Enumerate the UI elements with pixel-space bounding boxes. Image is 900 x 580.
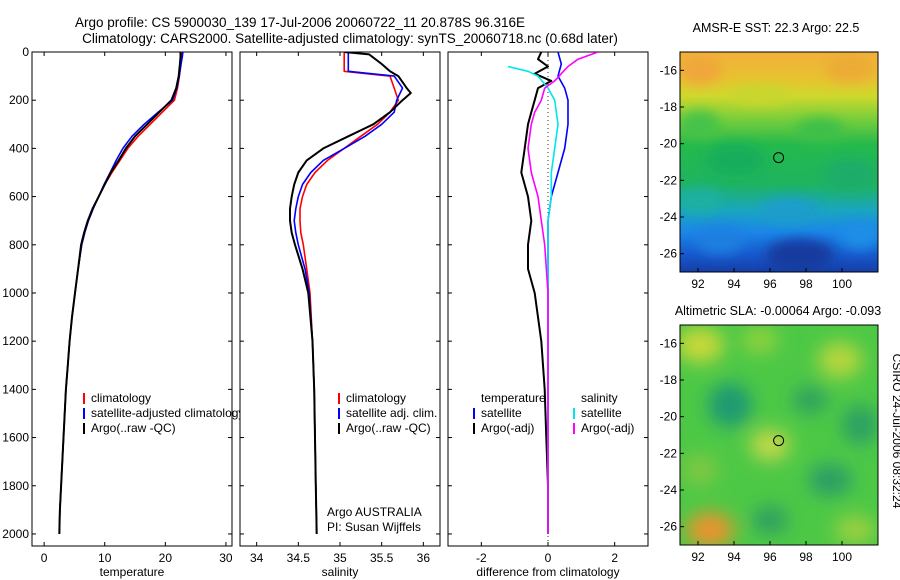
y-tick-label: 600 bbox=[9, 190, 29, 204]
map-y-tick-label: -26 bbox=[660, 520, 678, 534]
map-x-tick-label: 100 bbox=[832, 277, 852, 291]
map-x-tick-label: 92 bbox=[691, 550, 705, 564]
y-tick-label: 1400 bbox=[2, 382, 29, 396]
figure-title-line1: Argo profile: CS 5900030_139 17-Jul-2006… bbox=[75, 15, 525, 30]
temperature-series-2 bbox=[58, 52, 182, 535]
map-y-tick-label: -22 bbox=[660, 173, 678, 187]
temperature-legend-label: Argo(..raw -QC) bbox=[91, 421, 176, 435]
difference-legend-label: temperature bbox=[481, 391, 546, 405]
float-info-annotation: PI: Susan Wijffels bbox=[327, 520, 421, 534]
salinity-plot-frame bbox=[239, 51, 441, 547]
sst-argo-location-marker bbox=[773, 152, 785, 164]
sst-map-title: AMSR-E SST: 22.3 Argo: 22.5 bbox=[693, 21, 860, 35]
x-tick-label: 0 bbox=[545, 551, 552, 565]
x-tick-label: 34 bbox=[250, 551, 264, 565]
salinity-legend-label: Argo(..raw -QC) bbox=[346, 421, 431, 435]
map-y-tick-label: -22 bbox=[660, 446, 678, 460]
y-tick-label: 800 bbox=[9, 238, 29, 252]
temperature-legend-label: climatology bbox=[91, 391, 151, 405]
difference-legend-label: satellite bbox=[581, 406, 622, 420]
difference-legend-label: salinity bbox=[581, 391, 618, 405]
difference-series-2 bbox=[507, 65, 559, 534]
x-tick-label: 35 bbox=[333, 551, 347, 565]
y-tick-label: 1200 bbox=[2, 334, 29, 348]
temperature-plot-frame bbox=[31, 51, 233, 547]
y-tick-label: 200 bbox=[9, 93, 29, 107]
creation-stamp: CSIRO 24-Jul-2006 08:32:24 bbox=[890, 354, 900, 509]
map-y-tick-label: -26 bbox=[660, 247, 678, 261]
salinity-legend-label: satellite adj. clim. bbox=[346, 406, 437, 420]
salinity-legend-label: climatology bbox=[346, 391, 406, 405]
map-x-tick-label: 96 bbox=[763, 550, 777, 564]
map-y-tick-label: -18 bbox=[660, 373, 678, 387]
map-y-tick-label: -24 bbox=[660, 210, 678, 224]
x-tick-label: 36 bbox=[417, 551, 431, 565]
map-y-tick-label: -20 bbox=[660, 137, 678, 151]
map-x-tick-label: 98 bbox=[799, 550, 813, 564]
x-tick-label: 0 bbox=[41, 551, 48, 565]
sla-argo-location-marker bbox=[773, 435, 785, 447]
sla-map-title: Altimetric SLA: -0.00064 Argo: -0.093 bbox=[675, 304, 881, 318]
map-x-tick-label: 92 bbox=[691, 277, 705, 291]
y-tick-label: 1000 bbox=[2, 286, 29, 300]
temperature-legend-label: satellite-adjusted climatology bbox=[91, 406, 244, 420]
x-tick-label: 35.5 bbox=[370, 551, 394, 565]
x-tick-label: 20 bbox=[159, 551, 173, 565]
x-tick-label: -2 bbox=[476, 551, 487, 565]
temperature-profile-panel: 0 200 400 600 800 1000 1200 1400 1600 1800 2000 0 10… bbox=[2, 45, 244, 579]
sst-map-panel: AMSR-E SST: 22.3 Argo: 22.5 bbox=[679, 21, 879, 273]
sst-map-texture bbox=[680, 54, 878, 271]
y-tick-label: 2000 bbox=[2, 527, 29, 541]
salinity-profile-panel: 34 34.5 35 35.5 36 salinity climatologysatelli… bbox=[239, 51, 441, 579]
map-axes: 92 94 96 98 100 -16 -18 -20 -22 -24 -26 92 94 96 98 100… bbox=[660, 63, 853, 564]
map-y-tick-label: -20 bbox=[660, 410, 678, 424]
float-info-annotation: Argo AUSTRALIA bbox=[327, 505, 422, 519]
difference-x-axis-label: difference from climatology bbox=[476, 565, 619, 579]
map-x-tick-label: 96 bbox=[763, 277, 777, 291]
difference-series-3 bbox=[527, 52, 599, 534]
map-y-tick-label: -16 bbox=[660, 63, 678, 77]
difference-legend-label: Argo(-adj) bbox=[481, 421, 534, 435]
map-x-tick-label: 98 bbox=[799, 277, 813, 291]
figure-title-line2: Climatology: CARS2000. Satellite-adjuste… bbox=[82, 31, 618, 46]
map-y-tick-label: -16 bbox=[660, 336, 678, 350]
x-tick-label: 10 bbox=[98, 551, 112, 565]
map-y-tick-label: -18 bbox=[660, 100, 678, 114]
y-tick-label: 400 bbox=[9, 141, 29, 155]
x-tick-label: 30 bbox=[219, 551, 233, 565]
difference-series-1 bbox=[520, 52, 553, 534]
y-tick-label: 1600 bbox=[2, 431, 29, 445]
y-tick-label: 1800 bbox=[2, 479, 29, 493]
sla-map-texture bbox=[680, 326, 878, 545]
temperature-x-axis-label: temperature bbox=[100, 565, 165, 579]
map-x-tick-label: 100 bbox=[832, 550, 852, 564]
salinity-x-axis-label: salinity bbox=[322, 565, 359, 579]
difference-legend-label: Argo(-adj) bbox=[581, 421, 634, 435]
x-tick-label: 2 bbox=[611, 551, 618, 565]
map-y-tick-label: -24 bbox=[660, 483, 678, 497]
y-tick-label: 0 bbox=[22, 45, 29, 59]
salinity-series-2 bbox=[289, 52, 412, 535]
difference-legend-label: satellite bbox=[481, 406, 522, 420]
map-x-tick-label: 94 bbox=[727, 277, 741, 291]
sla-map-panel: Altimetric SLA: -0.00064 Argo: -0.093 bbox=[675, 304, 881, 546]
x-tick-label: 34.5 bbox=[287, 551, 311, 565]
map-x-tick-label: 94 bbox=[727, 550, 741, 564]
